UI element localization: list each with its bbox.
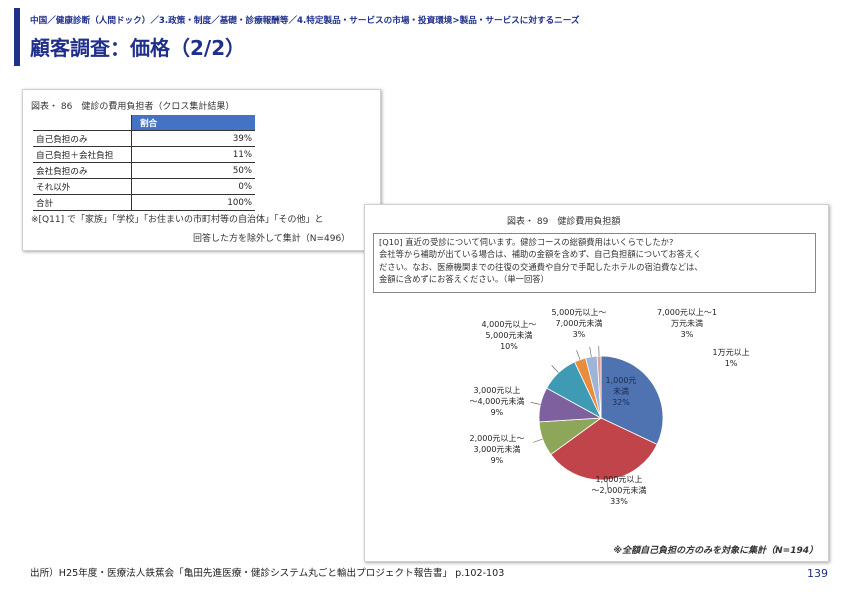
table-row-label: 自己負担のみ [33,130,132,147]
table-header-ratio: 割合 [131,115,255,131]
figure1-note-line1: ※[Q11] で「家族」「学校」「お住まいの市町村等の自治体」「その他」と [31,215,324,225]
question-line: 金額に含めずにお答えください。（単一回答） [379,274,549,285]
source-citation: 出所）H25年度・医療法人鉄蕉会「亀田先進医療・健診システム丸ごと輸出プロジェク… [30,568,505,579]
figure1-note-line2: 回答した方を除外して集計（N=496） [193,234,351,244]
pie-slice-percent: 9% [490,455,504,465]
table-row-label: 自己負担＋会社負担 [33,146,132,163]
pie-slice-label: 1,000元 未満 32% [605,375,637,407]
survey-question-box: [Q10] 直近の受診について伺います。健診コースの総額費用はいくらでしたか? … [373,233,816,293]
table-row-label: 会社負担のみ [33,162,132,179]
pie-slice-percent: 1% [724,359,738,368]
pie-slice-percent: 3% [572,329,586,339]
table-row: 自己負担のみ 39% [33,130,255,147]
pie-leader-line [589,346,592,357]
table-row-label: 合計 [33,194,132,211]
pie-slice-label: 5,000元以上～ 7,000元未満 3% [551,307,607,339]
pie-slice [600,355,664,445]
page-number: 139 [807,567,828,580]
figure-checkup-cost: 図表・ 89 健診費用負担額 [Q10] 直近の受診について伺います。健診コース… [364,204,829,562]
question-line: ださい。なお、医療機関までの往復の交通費や自分で手配したホテルの宿泊費などは、 [379,261,703,272]
cost-bearer-table: 割合 自己負担のみ 39% 自己負担＋会社負担 11% 会社負担のみ 50% そ… [33,115,255,211]
question-line: [Q10] 直近の受診について伺います。健診コースの総額費用はいくらでしたか? [379,237,674,247]
question-line: 会社等から補助が出ている場合は、補助の金額を含めず、自己負担額についてお答えく [379,249,702,260]
pie-slice-label: 3,000元以上 ～4,000元未満 9% [469,385,525,417]
table-row-total: 合計 100% [33,194,255,211]
table-row-label: それ以外 [33,178,132,195]
table-row-value: 11% [131,146,255,163]
table-row-value: 0% [131,178,255,195]
pie-slice-label: 1,000元以上 ～2,000元未満 33% [591,474,647,506]
table-row: それ以外 0% [33,178,255,195]
pie-slice-label: 7,000元以上～1 万元未満 3% [657,307,717,339]
pie-leader-line [530,402,541,405]
pie-slice-percent: 9% [490,407,504,417]
figure2-note: ※全額自己負担の方のみを対象に集計（N=194） [613,546,818,556]
pie-slice-label: 4,000元以上～ 5,000元未満 10% [481,319,537,351]
table-row-value: 39% [131,130,255,147]
figure2-caption: 図表・ 89 健診費用負担額 [507,217,621,227]
pie-chart [530,346,664,490]
table-header-row: 割合 [33,115,255,131]
table-row: 自己負担＋会社負担 11% [33,146,255,163]
table-row-value: 100% [131,194,255,211]
table-row: 会社負担のみ 50% [33,162,255,179]
table-row-value: 50% [131,162,255,179]
table-header-blank [33,115,132,131]
header-accent-bar [14,8,20,66]
pie-slice [550,417,658,481]
breadcrumb: 中国／健康診断（人間ドック）／3.政策・制度／基礎・診療報酬等／4.特定製品・サ… [30,16,580,26]
pie-slice-label: 1万元以上 1% [712,348,750,368]
pie-slice-percent: 33% [610,496,628,506]
pie-leader-line [576,350,581,360]
pie-leader-line [606,479,609,490]
pie-slice-label: 2,000元以上～ 3,000元未満 9% [469,433,525,465]
figure-cost-bearer: 図表・ 86 健診の費用負担者（クロス集計結果） 割合 自己負担のみ 39% 自… [22,89,381,251]
pie-slice-percent: 10% [500,341,518,351]
pie-slice-percent: 3% [680,329,694,339]
pie-slice-percent: 32% [612,397,630,407]
page-title: 顧客調査：価格（2/2） [30,36,246,60]
pie-leader-line [551,365,559,374]
figure1-caption: 図表・ 86 健診の費用負担者（クロス集計結果） [31,102,235,112]
pie-leader-line [533,438,543,443]
